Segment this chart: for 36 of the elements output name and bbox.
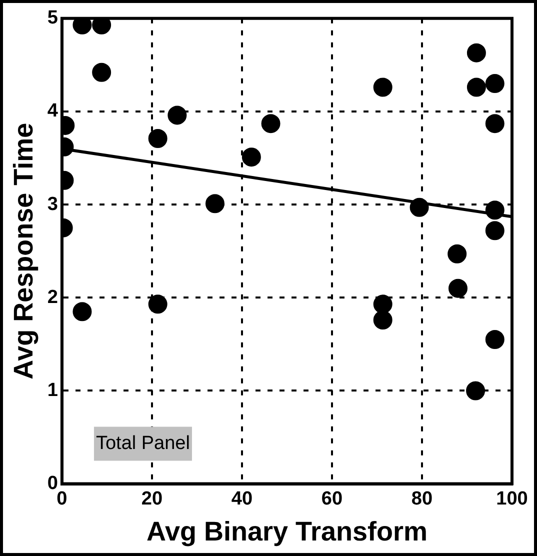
point [410, 198, 429, 217]
point [148, 128, 168, 148]
point [485, 221, 504, 240]
point [466, 78, 486, 97]
x-tick-label: 100 [496, 488, 528, 510]
point [485, 114, 504, 134]
y-tick-label: 0 [47, 473, 58, 494]
point [485, 74, 504, 94]
point [148, 294, 168, 314]
point [466, 381, 486, 400]
y-tick-label: 1 [47, 380, 58, 401]
x-tick-label: 40 [231, 488, 253, 510]
y-tick-label: 3 [47, 194, 58, 215]
y-axis-title: Avg Response Time [8, 122, 39, 380]
point [242, 148, 261, 167]
point [485, 200, 504, 220]
point [466, 43, 486, 62]
y-tick-label: 5 [47, 8, 58, 29]
point [373, 294, 392, 314]
point [448, 278, 468, 298]
annotation: Total Panel [96, 433, 190, 454]
x-tick-label: 60 [321, 488, 343, 510]
point [205, 194, 224, 214]
point [373, 310, 392, 330]
point [485, 330, 504, 350]
point [72, 302, 92, 322]
point [168, 106, 187, 125]
x-tick-label: 20 [141, 488, 163, 510]
point [92, 62, 112, 82]
y-tick-label: 4 [47, 100, 58, 122]
x-tick-label: 80 [411, 488, 433, 510]
y-tick-label: 2 [47, 286, 58, 308]
point [261, 114, 280, 134]
point [448, 244, 467, 264]
x-axis-title: Avg Binary Transform [146, 516, 428, 546]
point [373, 78, 392, 97]
